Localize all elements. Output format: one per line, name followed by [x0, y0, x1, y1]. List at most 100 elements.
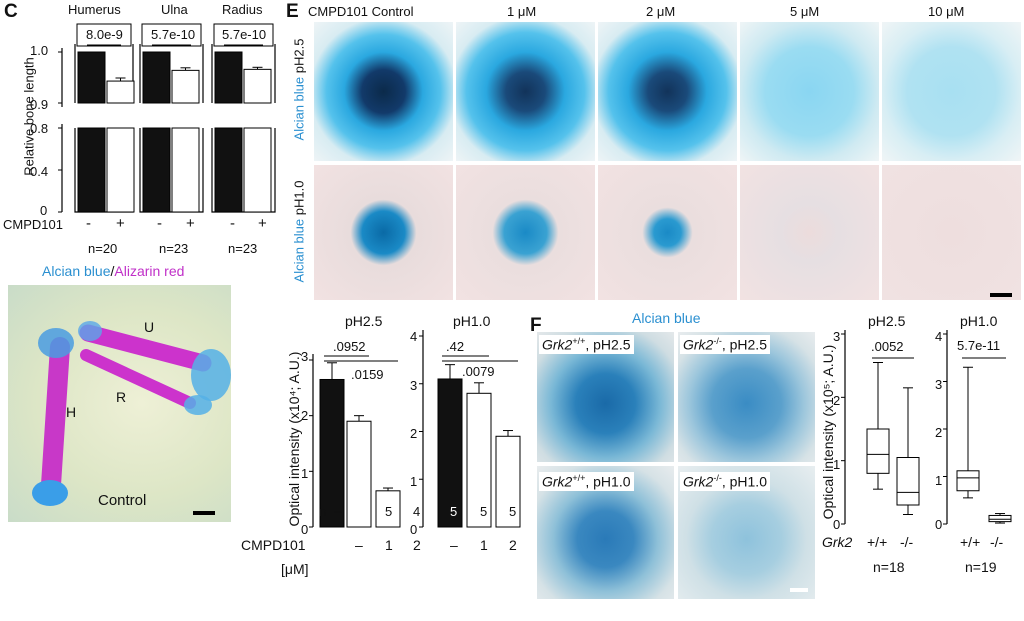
- e-row-stain: Alcian blue: [291, 76, 307, 141]
- c-sign: -: [230, 215, 235, 232]
- micrograph-control-ph2.5: [314, 22, 453, 161]
- c-n-ulna: n=23: [159, 241, 189, 256]
- f-ylabel: Optical intensity (x10⁵; A.U.): [820, 344, 836, 520]
- c-bar-lower: [214, 127, 243, 213]
- c-bar-lower: [243, 127, 272, 213]
- e2-ytick: 1: [410, 474, 418, 489]
- micrograph-2um-ph2.5: [598, 22, 737, 161]
- f2-ytick: 1: [935, 473, 943, 488]
- c-xlabel: CMPD101: [3, 217, 63, 232]
- ph-value: , pH1.0: [585, 473, 631, 490]
- c-ytick-0: 0: [40, 203, 48, 218]
- f1-ytick: 1: [833, 457, 841, 472]
- c-ytick-0.8: 0.8: [30, 121, 49, 136]
- bone-label-u: U: [144, 319, 155, 335]
- f-chart1-title: pH2.5: [868, 313, 906, 329]
- f1-pval: .0052: [871, 339, 904, 354]
- e-chart1-title: pH2.5: [345, 313, 383, 329]
- c-bar: [77, 51, 106, 104]
- f-photo-wt-ph2.5: [537, 332, 674, 462]
- c-pvalue-box: [213, 23, 274, 47]
- e2-xtick: 2: [509, 537, 517, 553]
- e1-ytick: 1: [301, 466, 309, 481]
- ph-value: , pH2.5: [721, 336, 767, 353]
- genotype: +/+: [572, 336, 586, 346]
- micrograph-5um-ph2.5: [740, 22, 879, 161]
- gene-name: Grk2: [542, 336, 573, 353]
- e1-pval-2: .0159: [351, 367, 384, 382]
- c-bar: [214, 51, 243, 104]
- stain-caption: Alcian blue/Alizarin red: [42, 264, 184, 278]
- c-pvalue-radius: 5.7e-10: [222, 27, 267, 42]
- ph-value: , pH2.5: [585, 336, 631, 353]
- e2-pval-2: .0079: [462, 364, 495, 379]
- bone-photo-drawing: [32, 321, 231, 515]
- f-stain: Alcian blue: [632, 310, 701, 326]
- f1-xtick: -/-: [900, 534, 914, 550]
- f2-n: n=19: [965, 559, 997, 575]
- bone-label-humerus: Humerus: [68, 2, 121, 17]
- e-xlabel: CMPD101: [241, 537, 306, 553]
- genotype: +/+: [572, 473, 586, 483]
- c-bar-lower: [142, 127, 171, 213]
- e1-pval-1: .0952: [333, 339, 366, 354]
- bone-label-radius: Radius: [222, 2, 263, 17]
- f2-xtick: +/+: [960, 534, 981, 550]
- e1-xtick: 2: [413, 537, 421, 553]
- e-row-label-bottom: Alcian blue pH1.0: [291, 177, 307, 287]
- c-ytick-1.0: 1.0: [30, 43, 49, 58]
- f2-xtick: -/-: [990, 534, 1004, 550]
- c-bar: [171, 69, 200, 104]
- e-col-2um: 2 μM: [646, 4, 676, 19]
- e1-n: 4: [413, 504, 421, 519]
- c-bar: [142, 51, 171, 104]
- e1-ytick: 0: [301, 522, 309, 537]
- micrograph-1um-ph1.0: [456, 165, 595, 300]
- e1-n: 5: [385, 504, 393, 519]
- gene-name: Grk2: [683, 336, 714, 353]
- e-row-label-top: Alcian blue pH2.5: [291, 35, 307, 145]
- e2-n: 5: [480, 504, 488, 519]
- bone-label-h: H: [66, 404, 77, 420]
- c-sign: +: [258, 215, 267, 232]
- micrograph-2um-ph1.0: [598, 165, 737, 300]
- e-row-ph: pH2.5: [291, 38, 307, 74]
- stain-caption-sep: /: [110, 263, 115, 279]
- c-pvalue-box: [141, 23, 202, 47]
- f2-ytick: 3: [935, 377, 943, 392]
- c-bar-lower: [77, 127, 106, 213]
- e1-xtick: 1: [385, 537, 393, 553]
- e1-ytick: 2: [301, 408, 309, 423]
- bone-photo: U R H Control: [8, 285, 231, 522]
- bone-label-ulna: Ulna: [161, 2, 188, 17]
- micrograph-1um-ph2.5: [456, 22, 595, 161]
- f-box: [988, 514, 1012, 523]
- e-col-10um: 10 μM: [928, 4, 965, 19]
- photo-caption-control: Control: [98, 492, 147, 509]
- c-sign: -: [157, 215, 162, 232]
- f-photo-caption: Grk2-/-, pH1.0: [680, 472, 770, 491]
- f2-ytick: 4: [935, 329, 943, 344]
- e2-ytick: 2: [410, 426, 418, 441]
- f-photo-caption: Grk2-/-, pH2.5: [680, 335, 770, 354]
- e2-ytick: 4: [410, 329, 418, 344]
- panel-e-label: E: [286, 1, 299, 22]
- f1-ytick: 2: [833, 393, 841, 408]
- c-sign: -: [86, 215, 91, 232]
- e-row-stain: Alcian blue: [291, 218, 307, 283]
- c-ytick-0.4: 0.4: [30, 164, 49, 179]
- e-col-1um: 1 μM: [507, 4, 537, 19]
- f1-n: n=18: [873, 559, 905, 575]
- c-n-humerus: n=20: [88, 241, 118, 256]
- f-chart2-title: pH1.0: [960, 313, 998, 329]
- c-pvalue-box: [76, 23, 132, 47]
- f2-ytick: 0: [935, 517, 943, 532]
- f2-pval: 5.7e-11: [957, 338, 1001, 353]
- micrograph-10um-ph1.0: [882, 165, 1021, 300]
- f-photo-ko-ph2.5: [678, 332, 815, 462]
- panel-f-label: F: [530, 315, 542, 336]
- e1-ytick: 3: [301, 349, 309, 364]
- e2-ytick: 3: [410, 378, 418, 393]
- e-row-ph: pH1.0: [291, 180, 307, 216]
- n-arrow-icon: →: [332, 503, 344, 517]
